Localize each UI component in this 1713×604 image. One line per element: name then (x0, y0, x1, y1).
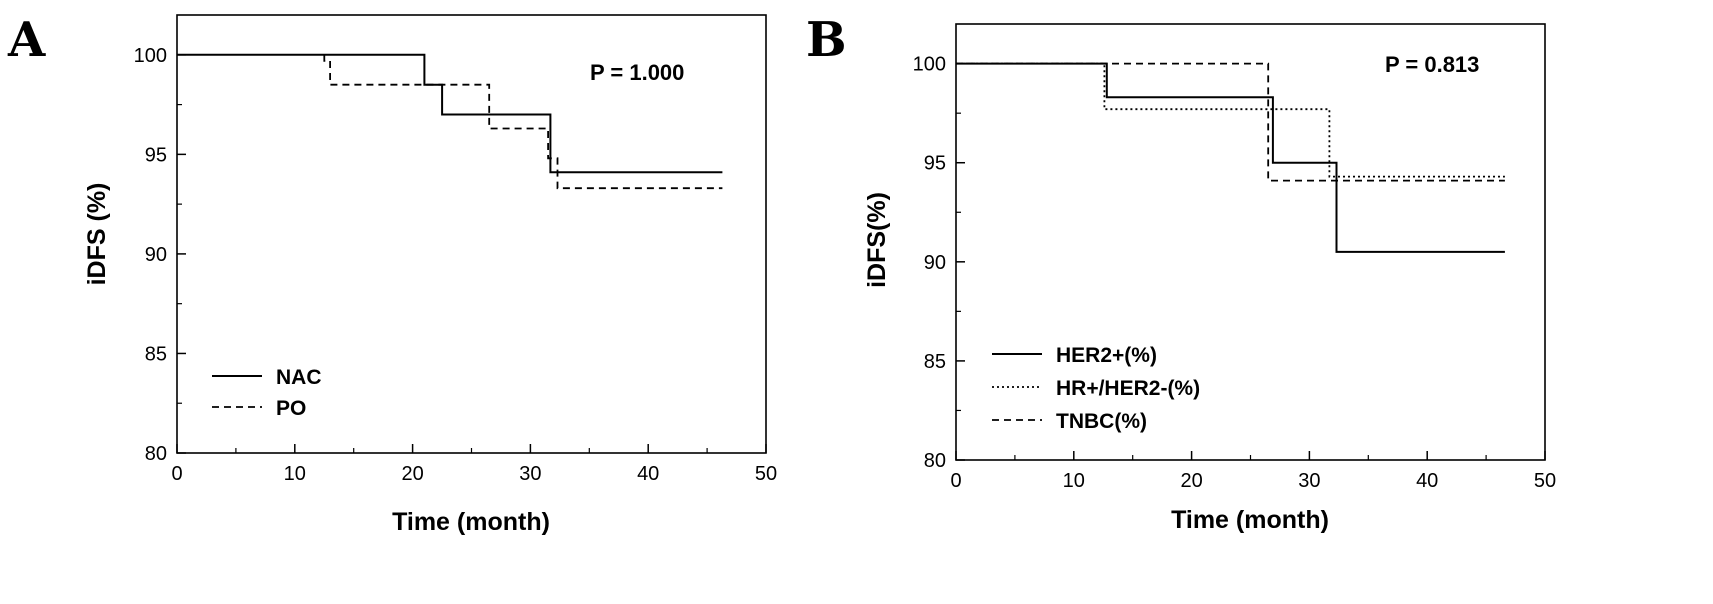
series-line-nac (177, 53, 723, 174)
x-tick-label: 50 (1534, 470, 1556, 492)
panel-b: B 0 10 20 30 40 50 80 85 90 95 100 P = 0.813 HER2+… (806, 12, 1556, 534)
plot-frame (955, 23, 1546, 461)
y-tick-label: 80 (924, 450, 946, 472)
x-tick-label: 20 (401, 463, 423, 485)
y-tick-label: 80 (145, 443, 167, 465)
legend-label: HR+/HER2-(%) (1056, 377, 1200, 400)
x-tick-label: 10 (1063, 470, 1085, 492)
x-tick-label: 40 (1416, 470, 1438, 492)
y-tick-label: 95 (924, 153, 946, 175)
y-tick-label: 90 (145, 244, 167, 266)
x-tick-label: 0 (950, 470, 961, 492)
x-tick-label: 10 (284, 463, 306, 485)
panel-a: A 0 10 20 30 40 50 80 85 90 95 100 P = 1.000 NAC PO… (7, 12, 777, 536)
y-tick-label: 85 (924, 351, 946, 373)
series-group (177, 53, 723, 190)
panel-label: B (806, 12, 847, 68)
series-group (956, 62, 1505, 253)
tick-group: 0 10 20 30 40 50 80 85 90 95 100 (913, 54, 1557, 492)
x-tick-label: 40 (637, 463, 659, 485)
y-axis-title: iDFS (%) (83, 183, 111, 286)
series-line-tnbc (956, 62, 1505, 182)
legend-label: TNBC(%) (1056, 410, 1147, 433)
y-tick-label: 90 (924, 252, 946, 274)
legend: HER2+(%) HR+/HER2-(%) TNBC(%) (992, 344, 1200, 433)
x-tick-label: 20 (1180, 470, 1202, 492)
p-value-annotation: P = 0.813 (1385, 52, 1479, 77)
y-axis-title: iDFS(%) (863, 192, 891, 288)
legend-label: PO (276, 397, 306, 420)
x-tick-label: 0 (171, 463, 182, 485)
y-tick-label: 100 (134, 45, 167, 67)
legend-label: NAC (276, 366, 322, 389)
legend: NAC PO (212, 366, 322, 420)
y-tick-label: 100 (913, 54, 946, 76)
y-tick-label: 95 (145, 144, 167, 166)
x-tick-label: 30 (519, 463, 541, 485)
x-axis-title: Time (month) (392, 508, 550, 536)
x-tick-label: 50 (755, 463, 777, 485)
legend-label: HER2+(%) (1056, 344, 1157, 367)
p-value-annotation: P = 1.000 (590, 60, 684, 85)
tick-group: 0 10 20 30 40 50 80 85 90 95 100 (134, 45, 778, 485)
x-tick-label: 30 (1298, 470, 1320, 492)
y-tick-label: 85 (145, 343, 167, 365)
series-line-her2 (956, 62, 1505, 253)
series-line-hr-her2 (956, 62, 1505, 178)
x-axis-title: Time (month) (1171, 506, 1329, 534)
panel-label: A (7, 12, 46, 68)
